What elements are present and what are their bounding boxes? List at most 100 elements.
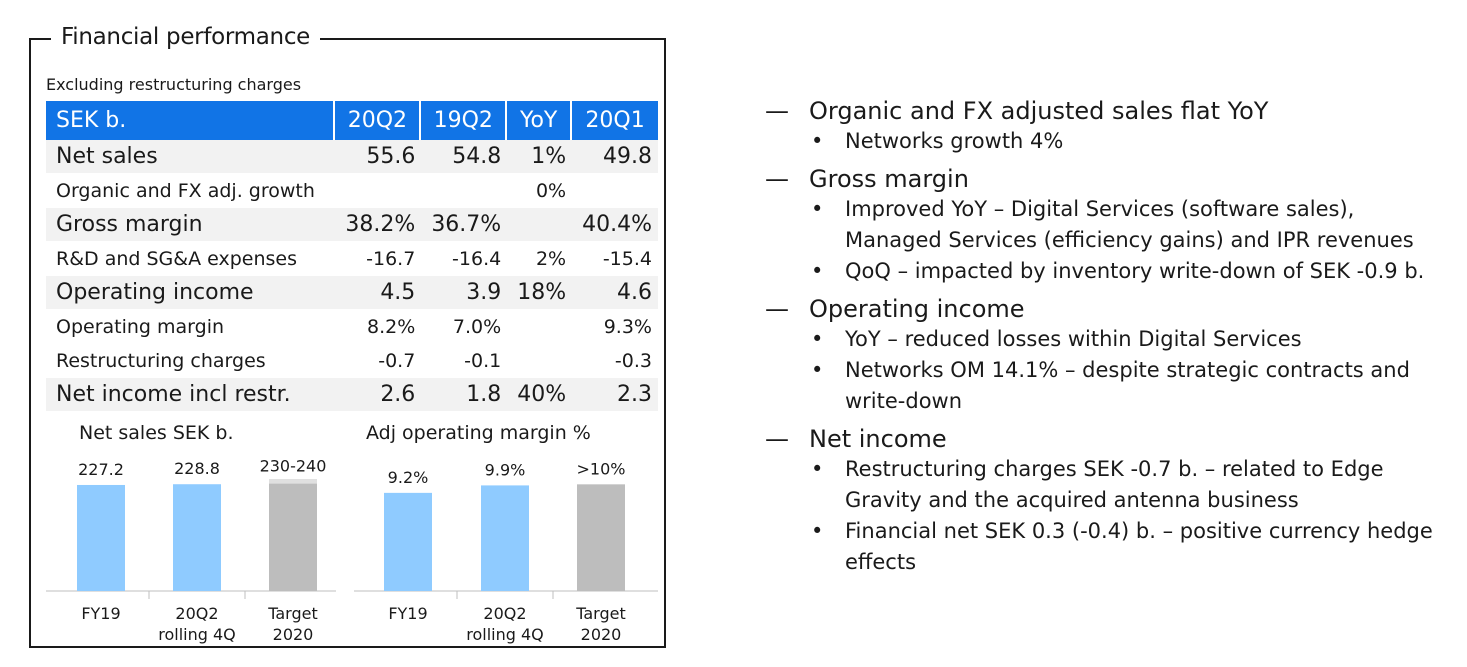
bullet-item: • YoY – reduced losses within Digital Ser…: [765, 324, 1455, 355]
financial-performance-panel: [29, 38, 666, 648]
bullet-dot-icon: •: [811, 327, 824, 351]
cell-yoy: 0%: [507, 174, 573, 208]
target-range-band: [269, 479, 317, 484]
row-label: Operating margin: [46, 310, 336, 344]
cell-20q2: 2.6: [335, 378, 422, 412]
row-label: Gross margin: [46, 208, 336, 242]
cell-19q2: 54.8: [421, 140, 508, 174]
cell-19q2: 7.0%: [421, 310, 508, 344]
cell-20q2: 38.2%: [335, 208, 422, 242]
commentary-bullets: — Organic and FX adjusted sales flat YoY …: [765, 96, 1455, 578]
dash-icon: —: [765, 295, 789, 323]
bullet-heading: — Organic and FX adjusted sales flat YoY: [765, 97, 1269, 125]
row-label: Operating income: [46, 276, 336, 310]
bullet-dot-icon: •: [811, 197, 824, 221]
table-row-restructuring: Restructuring charges -0.7 -0.1 -0.3: [46, 344, 658, 378]
table-row-rd-sga: R&D and SG&A expenses -16.7 -16.4 2% -15…: [46, 242, 658, 276]
tick-label: FY19: [388, 604, 427, 623]
bullet-dot-icon: •: [811, 519, 824, 543]
cell-20q1: -15.4: [572, 242, 658, 276]
data-bar: [77, 484, 125, 591]
financial-table: SEK b. 20Q2 19Q2 YoY 20Q1 Net sales 55.6…: [46, 101, 658, 412]
header-20q2: 20Q2: [335, 101, 422, 140]
row-label: Organic and FX adj. growth: [46, 174, 336, 208]
cell-yoy: [507, 344, 573, 378]
cell-19q2: [421, 174, 508, 208]
cell-20q2: 8.2%: [335, 310, 422, 344]
tick-label: FY19: [81, 604, 120, 623]
table-header-row: SEK b. 20Q2 19Q2 YoY 20Q1: [46, 101, 658, 140]
data-bar: [173, 484, 221, 591]
target-bar: [269, 481, 317, 591]
chart-title-op-margin: Adj operating margin %: [366, 422, 591, 444]
bullet-dot-icon: •: [811, 457, 824, 481]
bullet-group: — Net income • Restructuring charges SEK -…: [765, 424, 1455, 578]
dash-icon: —: [765, 97, 789, 125]
cell-20q2: [335, 174, 422, 208]
bullet-item: • Restructuring charges SEK -0.7 b. – rel…: [765, 454, 1455, 516]
tick-label: 20Q2: [175, 604, 218, 623]
bullet-item: • QoQ – impacted by inventory write-down …: [765, 256, 1455, 287]
cell-20q1: 49.8: [572, 140, 658, 174]
cell-20q2: 4.5: [335, 276, 422, 310]
cell-yoy: 40%: [507, 378, 573, 412]
op-margin-chart: 9.2% FY19 9.9% 20Q2 rolling 4Q >10% Target 2020: [354, 459, 658, 644]
tick-label: Target: [267, 604, 318, 623]
cell-yoy: [507, 208, 573, 242]
cell-yoy: [507, 310, 573, 344]
cell-20q1: 4.6: [572, 276, 658, 310]
tick-label: 2020: [581, 625, 622, 644]
bullet-item: • Networks OM 14.1% – despite strategic c…: [765, 355, 1455, 417]
data-label: 228.8: [174, 459, 220, 478]
cell-19q2: 36.7%: [421, 208, 508, 242]
table-row-organic-growth: Organic and FX adj. growth 0%: [46, 174, 658, 208]
cell-19q2: 1.8: [421, 378, 508, 412]
table-row-net-sales: Net sales 55.6 54.8 1% 49.8: [46, 140, 658, 174]
dash-icon: —: [765, 165, 789, 193]
dash-icon: —: [765, 425, 789, 453]
cell-20q1: 9.3%: [572, 310, 658, 344]
row-label: R&D and SG&A expenses: [46, 242, 336, 276]
bullet-group: — Operating income • YoY – reduced losses …: [765, 294, 1455, 417]
row-label: Restructuring charges: [46, 344, 336, 378]
cell-19q2: 3.9: [421, 276, 508, 310]
tick-label: 2020: [273, 625, 314, 644]
table-row-gross-margin: Gross margin 38.2% 36.7% 40.4%: [46, 208, 658, 242]
bullet-dot-icon: •: [811, 259, 824, 283]
cell-20q1: 2.3: [572, 378, 658, 412]
data-label: 9.2%: [388, 468, 429, 487]
cell-yoy: 2%: [507, 242, 573, 276]
data-label: 227.2: [78, 460, 124, 479]
cell-20q2: -16.7: [335, 242, 422, 276]
bullet-item: • Improved YoY – Digital Services (softwa…: [765, 194, 1455, 256]
cell-yoy: 1%: [507, 140, 573, 174]
cell-yoy: 18%: [507, 276, 573, 310]
bullet-group: — Gross margin • Improved YoY – Digital Se…: [765, 164, 1455, 287]
row-label: Net sales: [46, 140, 336, 174]
tick-label: 20Q2: [483, 604, 526, 623]
header-20q1: 20Q1: [572, 101, 658, 140]
tick-label: rolling 4Q: [158, 625, 236, 644]
bullet-dot-icon: •: [811, 129, 824, 153]
chart-title-net-sales: Net sales SEK b.: [79, 422, 234, 444]
data-label: 230-240: [260, 456, 327, 475]
bullet-item: • Financial net SEK 0.3 (-0.4) b. – posit…: [765, 516, 1455, 578]
cell-20q2: 55.6: [335, 140, 422, 174]
cell-19q2: -16.4: [421, 242, 508, 276]
cell-20q1: -0.3: [572, 344, 658, 378]
net-sales-chart: 227.2 FY19 228.8 20Q2 rolling 4Q 230-240 Targe…: [46, 456, 336, 644]
bullet-heading: — Operating income: [765, 295, 1025, 323]
bullet-heading: — Net income: [765, 425, 947, 453]
target-bar: [577, 484, 625, 591]
header-yoy: YoY: [507, 101, 573, 140]
data-bar: [384, 492, 432, 591]
tick-label: rolling 4Q: [466, 625, 544, 644]
bullet-dot-icon: •: [811, 358, 824, 382]
cell-20q1: 40.4%: [572, 208, 658, 242]
row-label: Net income incl restr.: [46, 378, 336, 412]
data-label: >10%: [577, 459, 626, 478]
table-row-net-income: Net income incl restr. 2.6 1.8 40% 2.3: [46, 378, 658, 412]
cell-20q2: -0.7: [335, 344, 422, 378]
data-bar: [481, 485, 529, 591]
data-label: 9.9%: [485, 460, 526, 479]
